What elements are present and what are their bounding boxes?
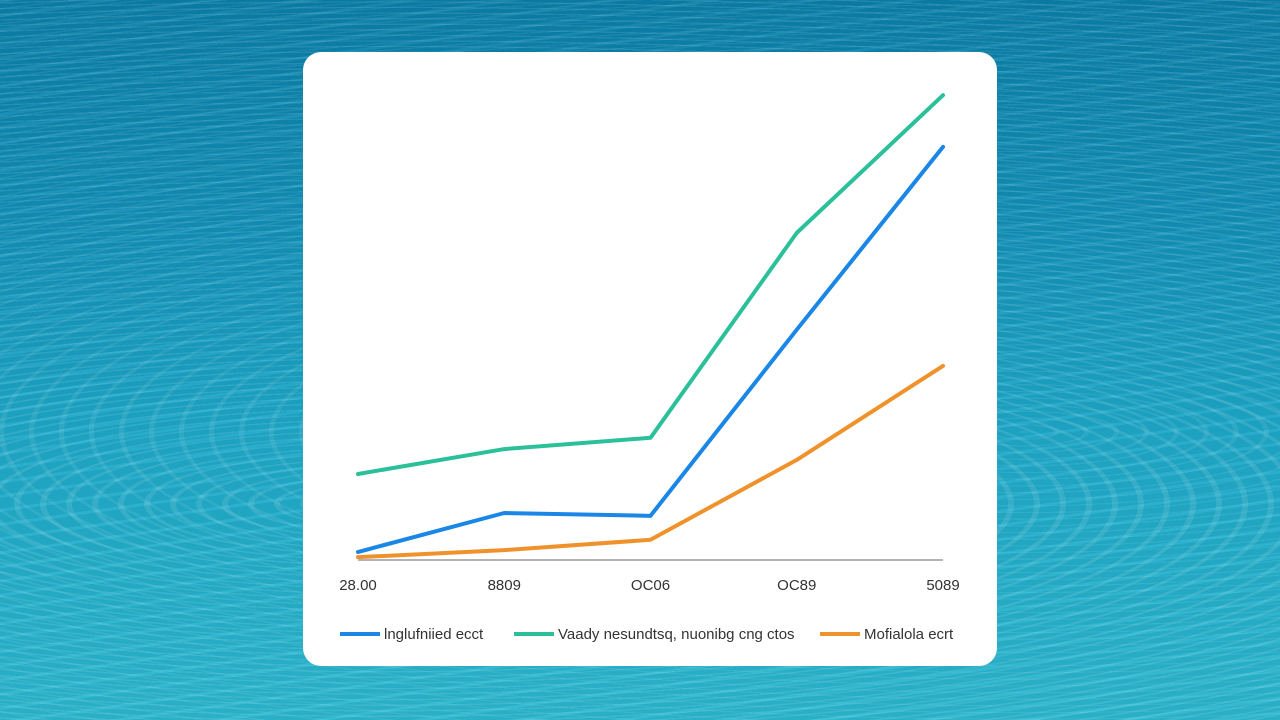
x-tick-label: 28.00 — [339, 577, 377, 594]
x-tick-label: OC06 — [631, 577, 670, 594]
legend-label: lnglufniied ecct — [384, 626, 484, 643]
x-tick-label: 8809 — [488, 577, 521, 594]
legend-label: Vaady nesundtsq, nuonibg cng ctos — [558, 626, 795, 643]
data-line — [356, 363, 945, 560]
x-tick-label: 5089 — [926, 577, 959, 594]
data-line — [356, 144, 945, 555]
legend-label: Mofialola ecrt — [864, 626, 954, 643]
data-line — [356, 93, 945, 476]
x-tick-label: OC89 — [777, 577, 816, 594]
